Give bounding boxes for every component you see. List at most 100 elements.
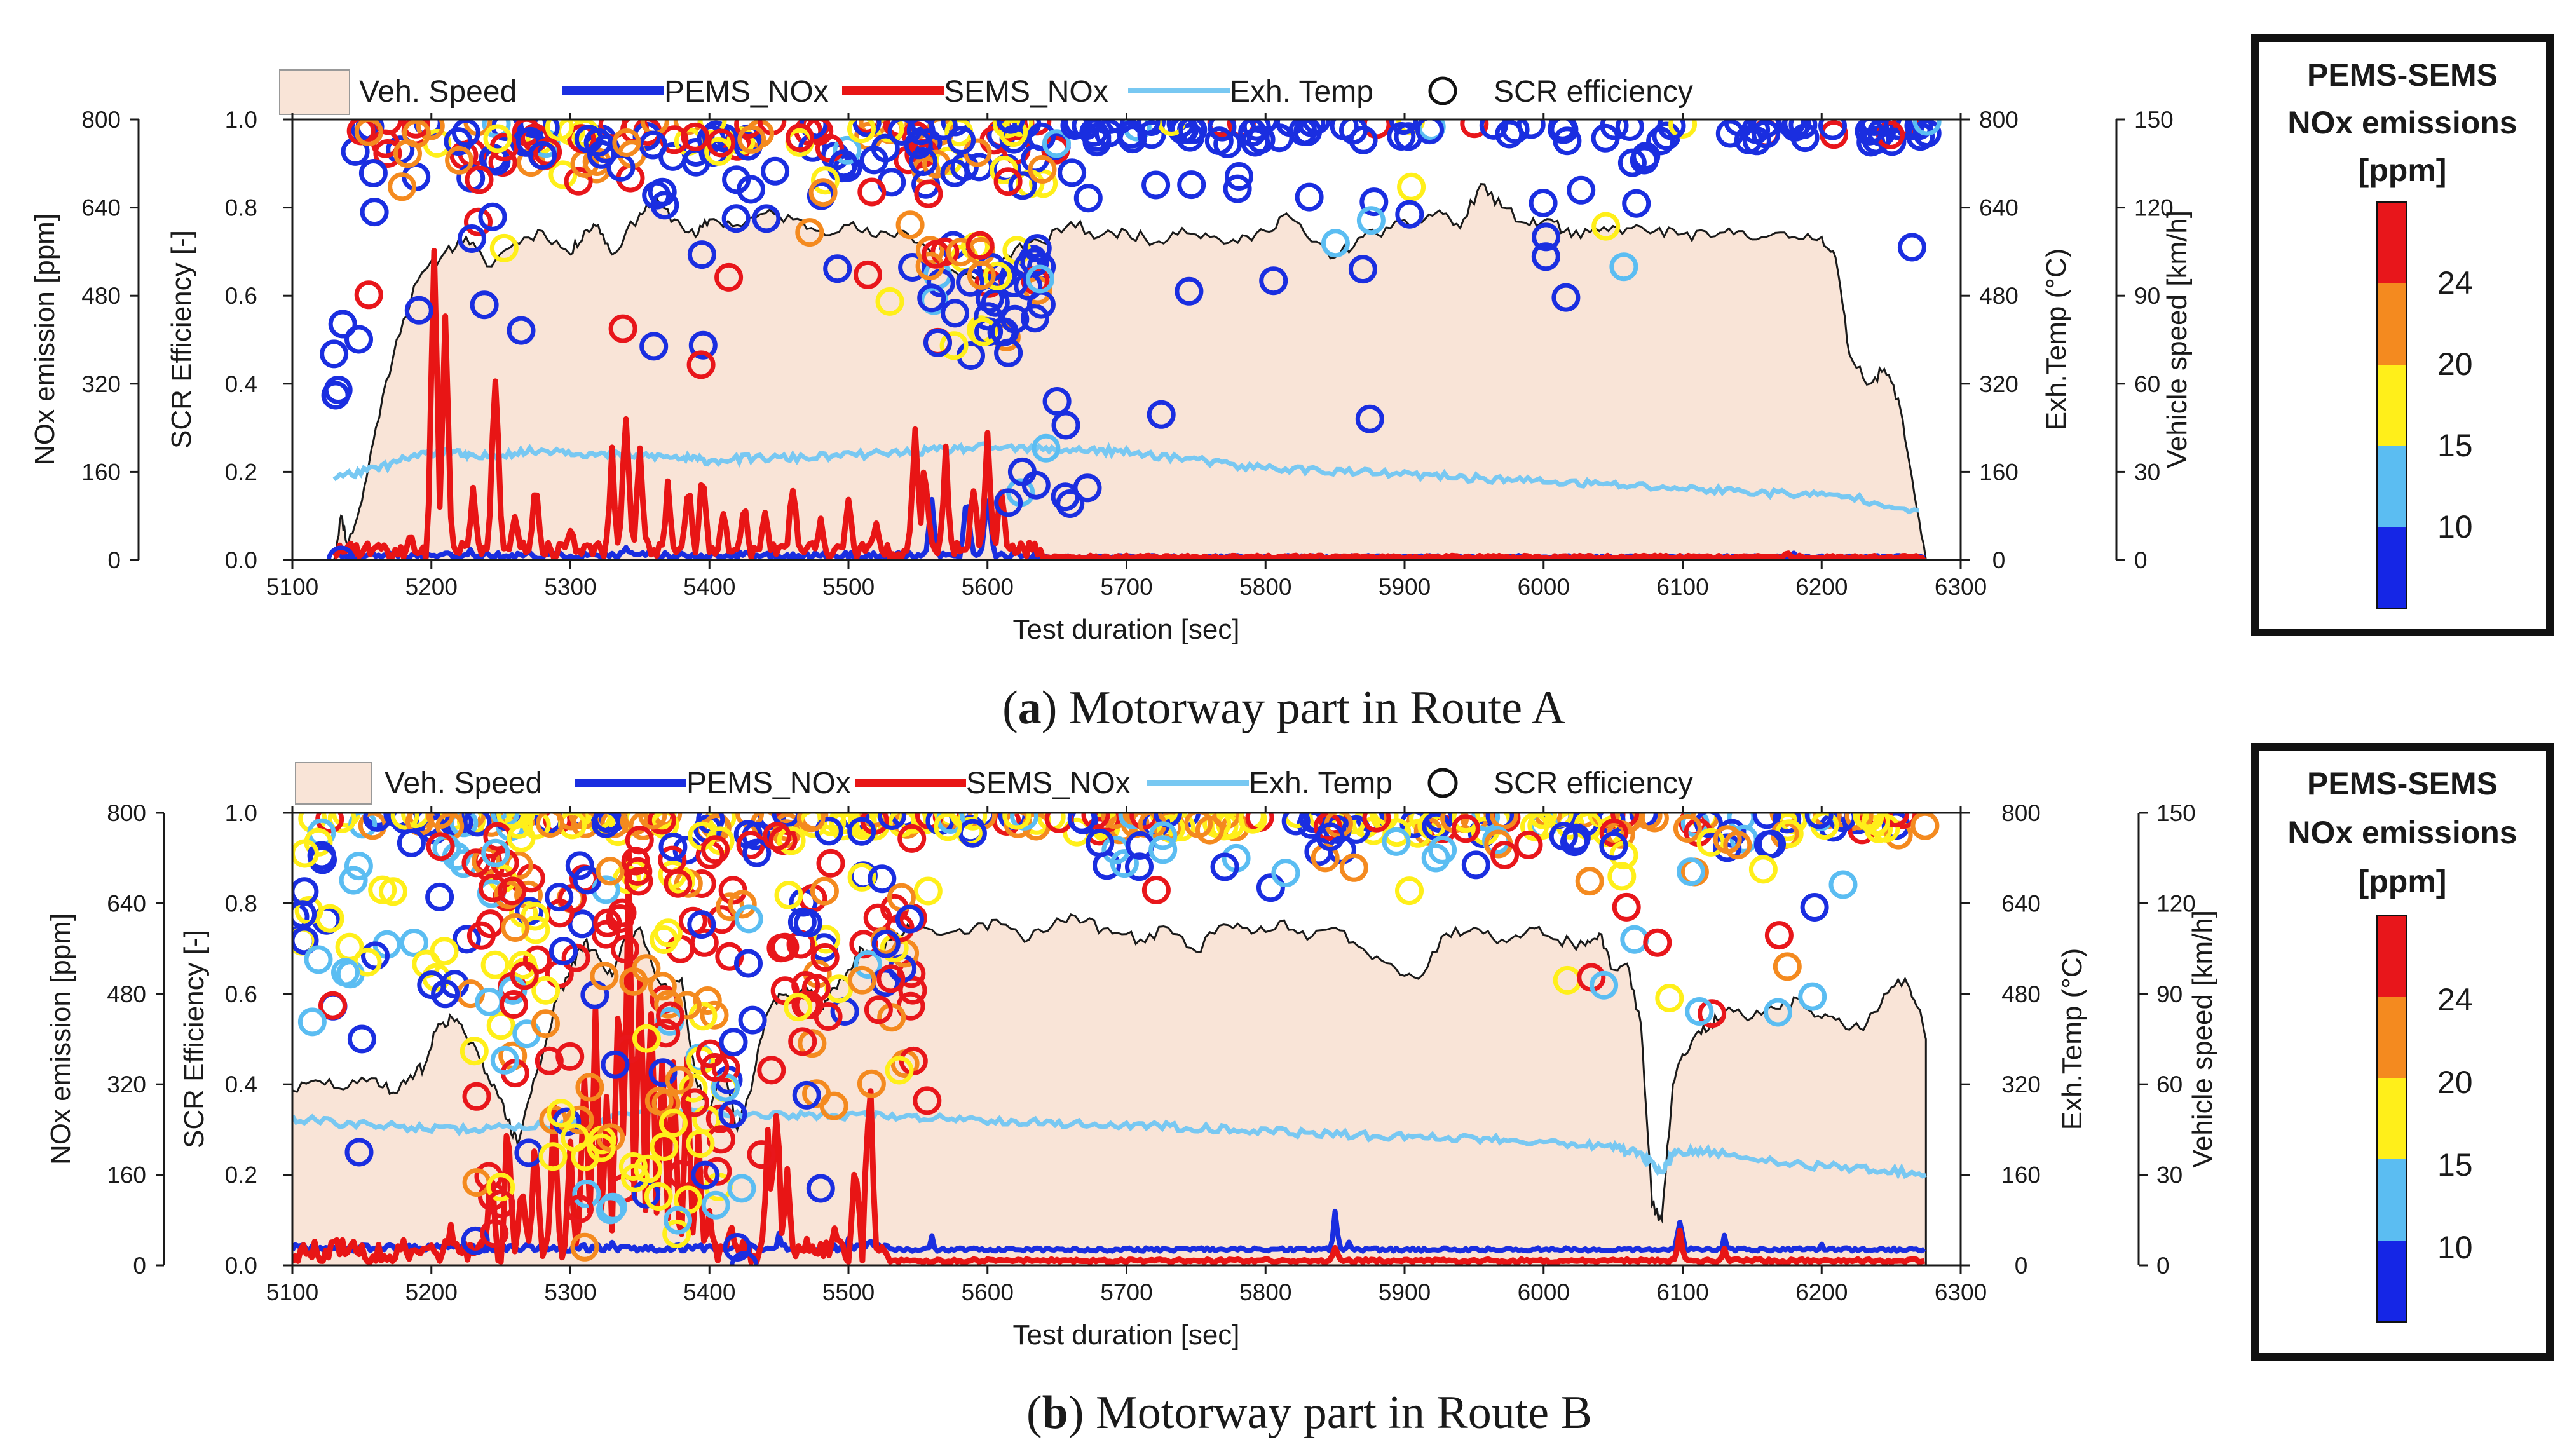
scr-efficiency-point xyxy=(1348,255,1377,284)
scr-efficiency-point xyxy=(738,1005,767,1035)
scr-efficiency-point xyxy=(983,261,1012,290)
series-scr-efficiency-a xyxy=(320,119,1942,560)
speed-tick-label: 150 xyxy=(2156,800,2196,826)
scr-efficiency-point xyxy=(1177,170,1206,200)
speed-tick-label: 60 xyxy=(2134,371,2160,397)
scr-efficiency-point xyxy=(620,813,649,836)
scr-efficiency-point xyxy=(621,1163,650,1192)
scr-efficiency-point xyxy=(304,945,333,974)
scr-efficiency-point xyxy=(639,332,669,361)
speed-tick-label: 30 xyxy=(2134,459,2160,485)
scr-efficiency-point xyxy=(462,1082,491,1111)
scr-efficiency-point xyxy=(1316,822,1345,852)
scr-efficiency-point xyxy=(994,488,1023,517)
scr-efficiency-point xyxy=(737,175,765,204)
scr-efficiency-point xyxy=(693,986,722,1015)
scr-efficiency-point xyxy=(596,857,625,886)
scr-efficiency-point xyxy=(1415,119,1444,145)
scr-efficiency-point xyxy=(1028,155,1057,184)
scr-efficiency-point xyxy=(1042,387,1072,416)
scr-efficiency-point xyxy=(763,822,792,851)
scr-efficiency-point xyxy=(1452,813,1481,833)
scr-efficiency-point xyxy=(664,1206,692,1235)
series-vehicle-speed-a xyxy=(333,183,1927,560)
scr-tick-label: 0.2 xyxy=(225,1162,257,1188)
y-axis-label-nox-a: NOx emission [ppm] xyxy=(29,214,60,465)
scr-efficiency-point xyxy=(648,177,677,207)
speed-tick-label: 150 xyxy=(2134,107,2174,133)
scr-efficiency-point xyxy=(445,146,474,175)
scr-efficiency-point xyxy=(691,1160,720,1190)
scr-efficiency-point xyxy=(1804,813,1834,829)
scr-efficiency-point xyxy=(1479,119,1508,140)
scr-efficiency-point xyxy=(397,828,426,857)
temp-tick-label: 160 xyxy=(1979,459,2019,485)
scr-efficiency-point xyxy=(1137,120,1166,149)
scr-efficiency-point xyxy=(1021,470,1051,500)
scr-efficiency-point xyxy=(947,126,976,154)
legend-label-pems-b: PEMS_NOx xyxy=(686,766,851,800)
x-tick-label: 6100 xyxy=(1656,1279,1708,1305)
scr-efficiency-point xyxy=(1460,119,1489,139)
scr-efficiency-point xyxy=(654,990,683,1019)
scr-efficiency-point xyxy=(1599,819,1628,847)
scr-efficiency-point xyxy=(981,288,1010,317)
scr-efficiency-point xyxy=(344,1138,374,1167)
scr-efficiency-point xyxy=(639,130,668,160)
scr-efficiency-point xyxy=(638,813,667,830)
scr-efficiency-point xyxy=(941,299,970,328)
axes-panel-a: 5100 5200 5300 5400 5500 5600 5700 5800 5900 6000… xyxy=(81,107,2173,600)
scr-efficiency-point xyxy=(486,1011,515,1040)
scr-efficiency-point xyxy=(619,967,648,996)
colorbar-tick-10-a: 10 xyxy=(2437,509,2473,545)
scr-efficiency-point xyxy=(1349,125,1378,154)
scr-efficiency-point xyxy=(726,126,756,156)
colorbar-tick-15-b: 15 xyxy=(2437,1147,2473,1183)
scr-tick-label: 0.0 xyxy=(225,547,257,573)
scr-efficiency-point xyxy=(1531,242,1560,271)
scr-efficiency-point xyxy=(1607,862,1637,891)
scr-efficiency-point xyxy=(327,813,357,833)
legend-label-sems-b: SEMS_NOx xyxy=(966,766,1131,800)
scr-efficiency-point xyxy=(737,125,766,154)
scr-efficiency-point xyxy=(1382,827,1411,856)
scr-efficiency-point xyxy=(718,1099,747,1129)
scr-efficiency-point xyxy=(545,119,574,141)
speed-tick-label: 60 xyxy=(2156,1072,2182,1098)
scr-efficiency-point xyxy=(538,1142,568,1171)
scr-efficiency-point xyxy=(940,158,969,187)
scr-efficiency-point xyxy=(480,1219,509,1248)
speed-tick-label: 0 xyxy=(2156,1253,2170,1279)
x-tick-label: 5700 xyxy=(1100,1279,1152,1305)
scr-efficiency-point xyxy=(1685,997,1714,1026)
scr-efficiency-point xyxy=(320,339,349,369)
scr-efficiency-point xyxy=(344,852,373,881)
scr-efficiency-point xyxy=(794,990,824,1019)
scr-efficiency-point xyxy=(535,1046,564,1075)
scr-efficiency-point xyxy=(393,139,422,168)
scr-efficiency-point xyxy=(379,877,407,906)
scr-efficiency-point xyxy=(1490,841,1519,869)
scr-tick-label: 0.6 xyxy=(225,981,257,1007)
scr-efficiency-point xyxy=(1451,814,1480,843)
legend-panel-a: Veh. Speed PEMS_NOx SEMS_NOx Exh. Temp S… xyxy=(279,69,1693,115)
scr-efficiency-point xyxy=(1330,119,1359,140)
scr-efficiency-point xyxy=(507,316,536,345)
scr-efficiency-point xyxy=(662,1219,691,1248)
scr-efficiency-point xyxy=(1100,813,1129,829)
scr-efficiency-point xyxy=(1339,853,1368,882)
y-axis-label-nox-b: NOx emission [ppm] xyxy=(45,913,76,1165)
colorbar-band xyxy=(2377,997,2406,1078)
scr-efficiency-point xyxy=(701,1190,730,1220)
scr-efficiency-point xyxy=(1673,814,1702,843)
scr-efficiency-point xyxy=(1528,813,1557,829)
scr-efficiency-point xyxy=(665,1066,694,1095)
colorbar-title-line1-b: PEMS-SEMS xyxy=(2307,766,2498,801)
scr-efficiency-point xyxy=(1002,813,1032,830)
scr-efficiency-point xyxy=(1021,304,1049,333)
scr-efficiency-point xyxy=(470,290,499,320)
scr-efficiency-point xyxy=(465,165,494,194)
scr-efficiency-point xyxy=(608,314,637,343)
scr-efficiency-point xyxy=(1256,873,1285,902)
x-tick-label: 5600 xyxy=(962,1279,1014,1305)
